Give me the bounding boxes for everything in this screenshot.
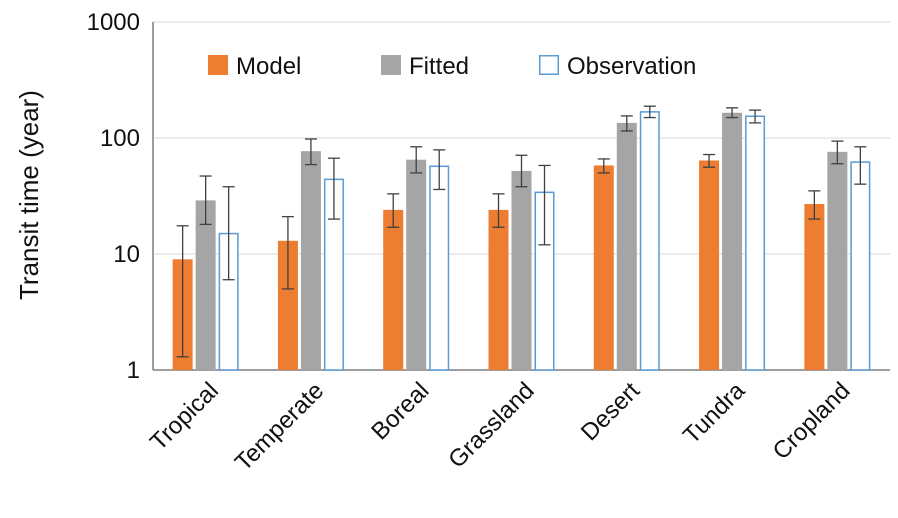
- observation-bar: [429, 165, 450, 371]
- model-error-bar: [281, 215, 294, 290]
- fitted-bar: [406, 159, 427, 370]
- bars: [172, 111, 871, 371]
- fitted-bar: [195, 200, 216, 370]
- observation-bar: [639, 111, 660, 371]
- fitted-error-bar: [831, 140, 844, 165]
- model-error-bar: [808, 190, 821, 220]
- legend-swatch: [208, 55, 228, 75]
- model-error-bar: [176, 225, 189, 358]
- observation-error-bar: [433, 149, 446, 191]
- model-bar: [699, 160, 720, 370]
- observation-error-bar: [749, 109, 762, 124]
- observation-bar: [745, 115, 766, 371]
- fitted-bar: [616, 122, 637, 370]
- observation-error-bar: [854, 146, 867, 185]
- legend-item-fitted: Fitted: [381, 53, 469, 80]
- model-bar: [488, 209, 509, 370]
- fitted-error-bar: [726, 107, 739, 119]
- category-label: Grassland: [443, 377, 539, 473]
- y-tick-label: 1000: [87, 9, 140, 36]
- category-label: Desert: [576, 377, 645, 446]
- model-bar: [383, 209, 404, 370]
- model-bar: [593, 165, 614, 370]
- model-error-bar: [492, 193, 505, 228]
- category-label: Cropland: [768, 377, 856, 465]
- observation-error-bar: [538, 164, 551, 246]
- category-labels: Tropical Temperate Boreal Grassland Desert Tu…: [145, 377, 856, 477]
- category-label: Temperate: [230, 377, 329, 476]
- fitted-bar: [722, 112, 743, 371]
- model-error-bar: [597, 158, 610, 174]
- y-tick-label: 10: [113, 241, 140, 268]
- y-tick-labels: 1 10 100 1000: [87, 9, 140, 384]
- y-tick-label: 100: [100, 125, 140, 152]
- legend-label: Fitted: [409, 53, 469, 80]
- legend: Model Fitted Observation: [208, 53, 696, 80]
- legend-item-observation: Observation: [539, 53, 696, 80]
- fitted-error-bar: [515, 154, 528, 188]
- legend-label: Observation: [567, 53, 696, 80]
- model-bar: [804, 203, 825, 370]
- legend-swatch: [539, 55, 559, 75]
- model-error-bar: [703, 153, 716, 168]
- observation-error-bar: [643, 105, 656, 119]
- fitted-error-bar: [304, 138, 317, 166]
- error-bars: [176, 105, 867, 358]
- fitted-bar: [511, 170, 532, 370]
- observation-error-bar: [222, 186, 235, 281]
- legend-swatch: [381, 55, 401, 75]
- fitted-error-bar: [620, 115, 633, 132]
- y-axis-label: Transit time (year): [14, 90, 44, 300]
- model-error-bar: [387, 193, 400, 228]
- fitted-error-bar: [199, 175, 212, 226]
- category-label: Tundra: [678, 377, 751, 450]
- category-label: Tropical: [145, 377, 224, 456]
- fitted-bar: [300, 151, 321, 370]
- legend-item-model: Model: [208, 53, 301, 80]
- y-tick-label: 1: [127, 357, 140, 384]
- observation-bar: [850, 161, 871, 371]
- fitted-bar: [827, 151, 848, 370]
- model-bar: [277, 240, 298, 370]
- category-label: Boreal: [366, 377, 434, 445]
- legend-label: Model: [236, 53, 301, 80]
- observation-error-bar: [327, 157, 340, 220]
- fitted-error-bar: [410, 146, 423, 174]
